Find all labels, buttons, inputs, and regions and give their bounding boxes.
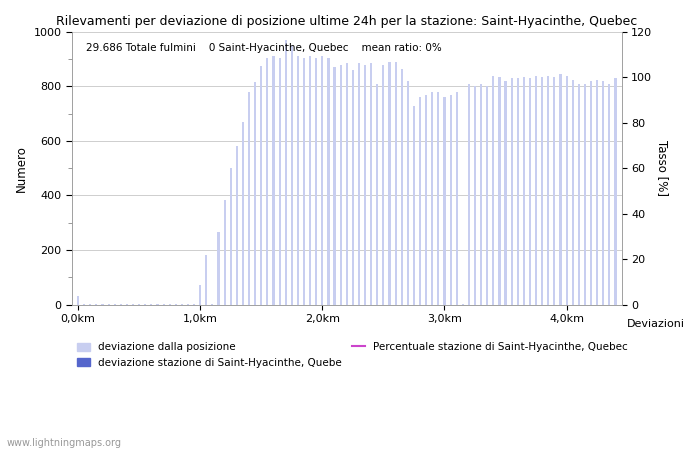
Bar	[126, 304, 128, 305]
Bar	[328, 58, 330, 305]
Bar	[413, 106, 415, 305]
Bar	[492, 76, 494, 305]
Bar	[523, 77, 525, 305]
Bar	[108, 304, 110, 305]
Bar	[425, 94, 427, 305]
Bar	[480, 84, 482, 305]
Bar	[498, 77, 500, 305]
Bar	[309, 56, 312, 305]
Bar	[419, 97, 421, 305]
Bar	[297, 56, 299, 305]
Bar	[138, 304, 140, 305]
Bar	[340, 65, 342, 305]
Bar	[572, 80, 574, 305]
Bar	[431, 92, 433, 305]
Bar	[333, 68, 335, 305]
Text: Deviazioni: Deviazioni	[627, 320, 685, 329]
Bar	[266, 58, 269, 305]
Bar	[382, 65, 384, 305]
Bar	[395, 62, 397, 305]
Bar	[541, 77, 543, 305]
Bar	[95, 304, 97, 305]
Bar	[113, 304, 116, 305]
Bar	[517, 78, 519, 305]
Bar	[193, 304, 195, 305]
Bar	[218, 232, 220, 305]
Bar	[474, 86, 476, 305]
Bar	[358, 63, 360, 305]
Bar	[438, 92, 440, 305]
Bar	[321, 56, 323, 305]
Bar	[120, 304, 122, 305]
Y-axis label: Numero: Numero	[15, 145, 28, 192]
Bar	[443, 97, 445, 305]
Bar	[236, 146, 238, 305]
Bar	[102, 304, 104, 305]
Bar	[529, 78, 531, 305]
Bar	[615, 78, 617, 305]
Bar	[462, 304, 464, 305]
Bar	[254, 82, 256, 305]
Bar	[303, 58, 305, 305]
Bar	[169, 304, 171, 305]
Bar	[407, 81, 409, 305]
Bar	[290, 45, 293, 305]
Bar	[315, 58, 317, 305]
Bar	[505, 81, 507, 305]
Bar	[370, 63, 372, 305]
Bar	[211, 304, 214, 305]
Bar	[352, 70, 354, 305]
Bar	[272, 56, 274, 305]
Bar	[242, 122, 244, 305]
Bar	[602, 81, 604, 305]
Bar	[162, 304, 164, 305]
Title: Rilevamenti per deviazione di posizione ultime 24h per la stazione: Saint-Hyacin: Rilevamenti per deviazione di posizione …	[56, 15, 638, 28]
Bar	[578, 84, 580, 305]
Bar	[181, 304, 183, 305]
Bar	[456, 92, 458, 305]
Bar	[346, 63, 348, 305]
Bar	[596, 80, 598, 305]
Bar	[199, 285, 202, 305]
Bar	[486, 86, 489, 305]
Bar	[389, 62, 391, 305]
Bar	[376, 84, 379, 305]
Legend: deviazione dalla posizione, deviazione stazione di Saint-Hyacinthe, Quebe, Perce: deviazione dalla posizione, deviazione s…	[77, 342, 628, 368]
Bar	[230, 168, 232, 305]
Bar	[223, 199, 225, 305]
Bar	[150, 304, 153, 305]
Bar	[89, 304, 92, 305]
Bar	[187, 304, 189, 305]
Bar	[584, 84, 586, 305]
Bar	[547, 76, 550, 305]
Bar	[260, 66, 262, 305]
Bar	[175, 304, 177, 305]
Bar	[400, 69, 402, 305]
Bar	[553, 77, 556, 305]
Bar	[279, 58, 281, 305]
Bar	[468, 84, 470, 305]
Bar	[608, 84, 610, 305]
Bar	[285, 40, 287, 305]
Bar	[364, 65, 366, 305]
Bar	[144, 304, 146, 305]
Bar	[83, 304, 85, 305]
Bar	[156, 304, 158, 305]
Bar	[590, 81, 592, 305]
Bar	[449, 94, 452, 305]
Bar	[132, 304, 134, 305]
Text: www.lightningmaps.org: www.lightningmaps.org	[7, 438, 122, 448]
Bar	[77, 297, 79, 305]
Bar	[535, 76, 537, 305]
Bar	[248, 92, 250, 305]
Bar	[559, 74, 561, 305]
Bar	[510, 78, 512, 305]
Bar	[205, 256, 207, 305]
Text: 29.686 Totale fulmini    0 Saint-Hyacinthe, Quebec    mean ratio: 0%: 29.686 Totale fulmini 0 Saint-Hyacinthe,…	[85, 43, 442, 53]
Bar	[566, 76, 568, 305]
Y-axis label: Tasso [%]: Tasso [%]	[656, 140, 669, 196]
